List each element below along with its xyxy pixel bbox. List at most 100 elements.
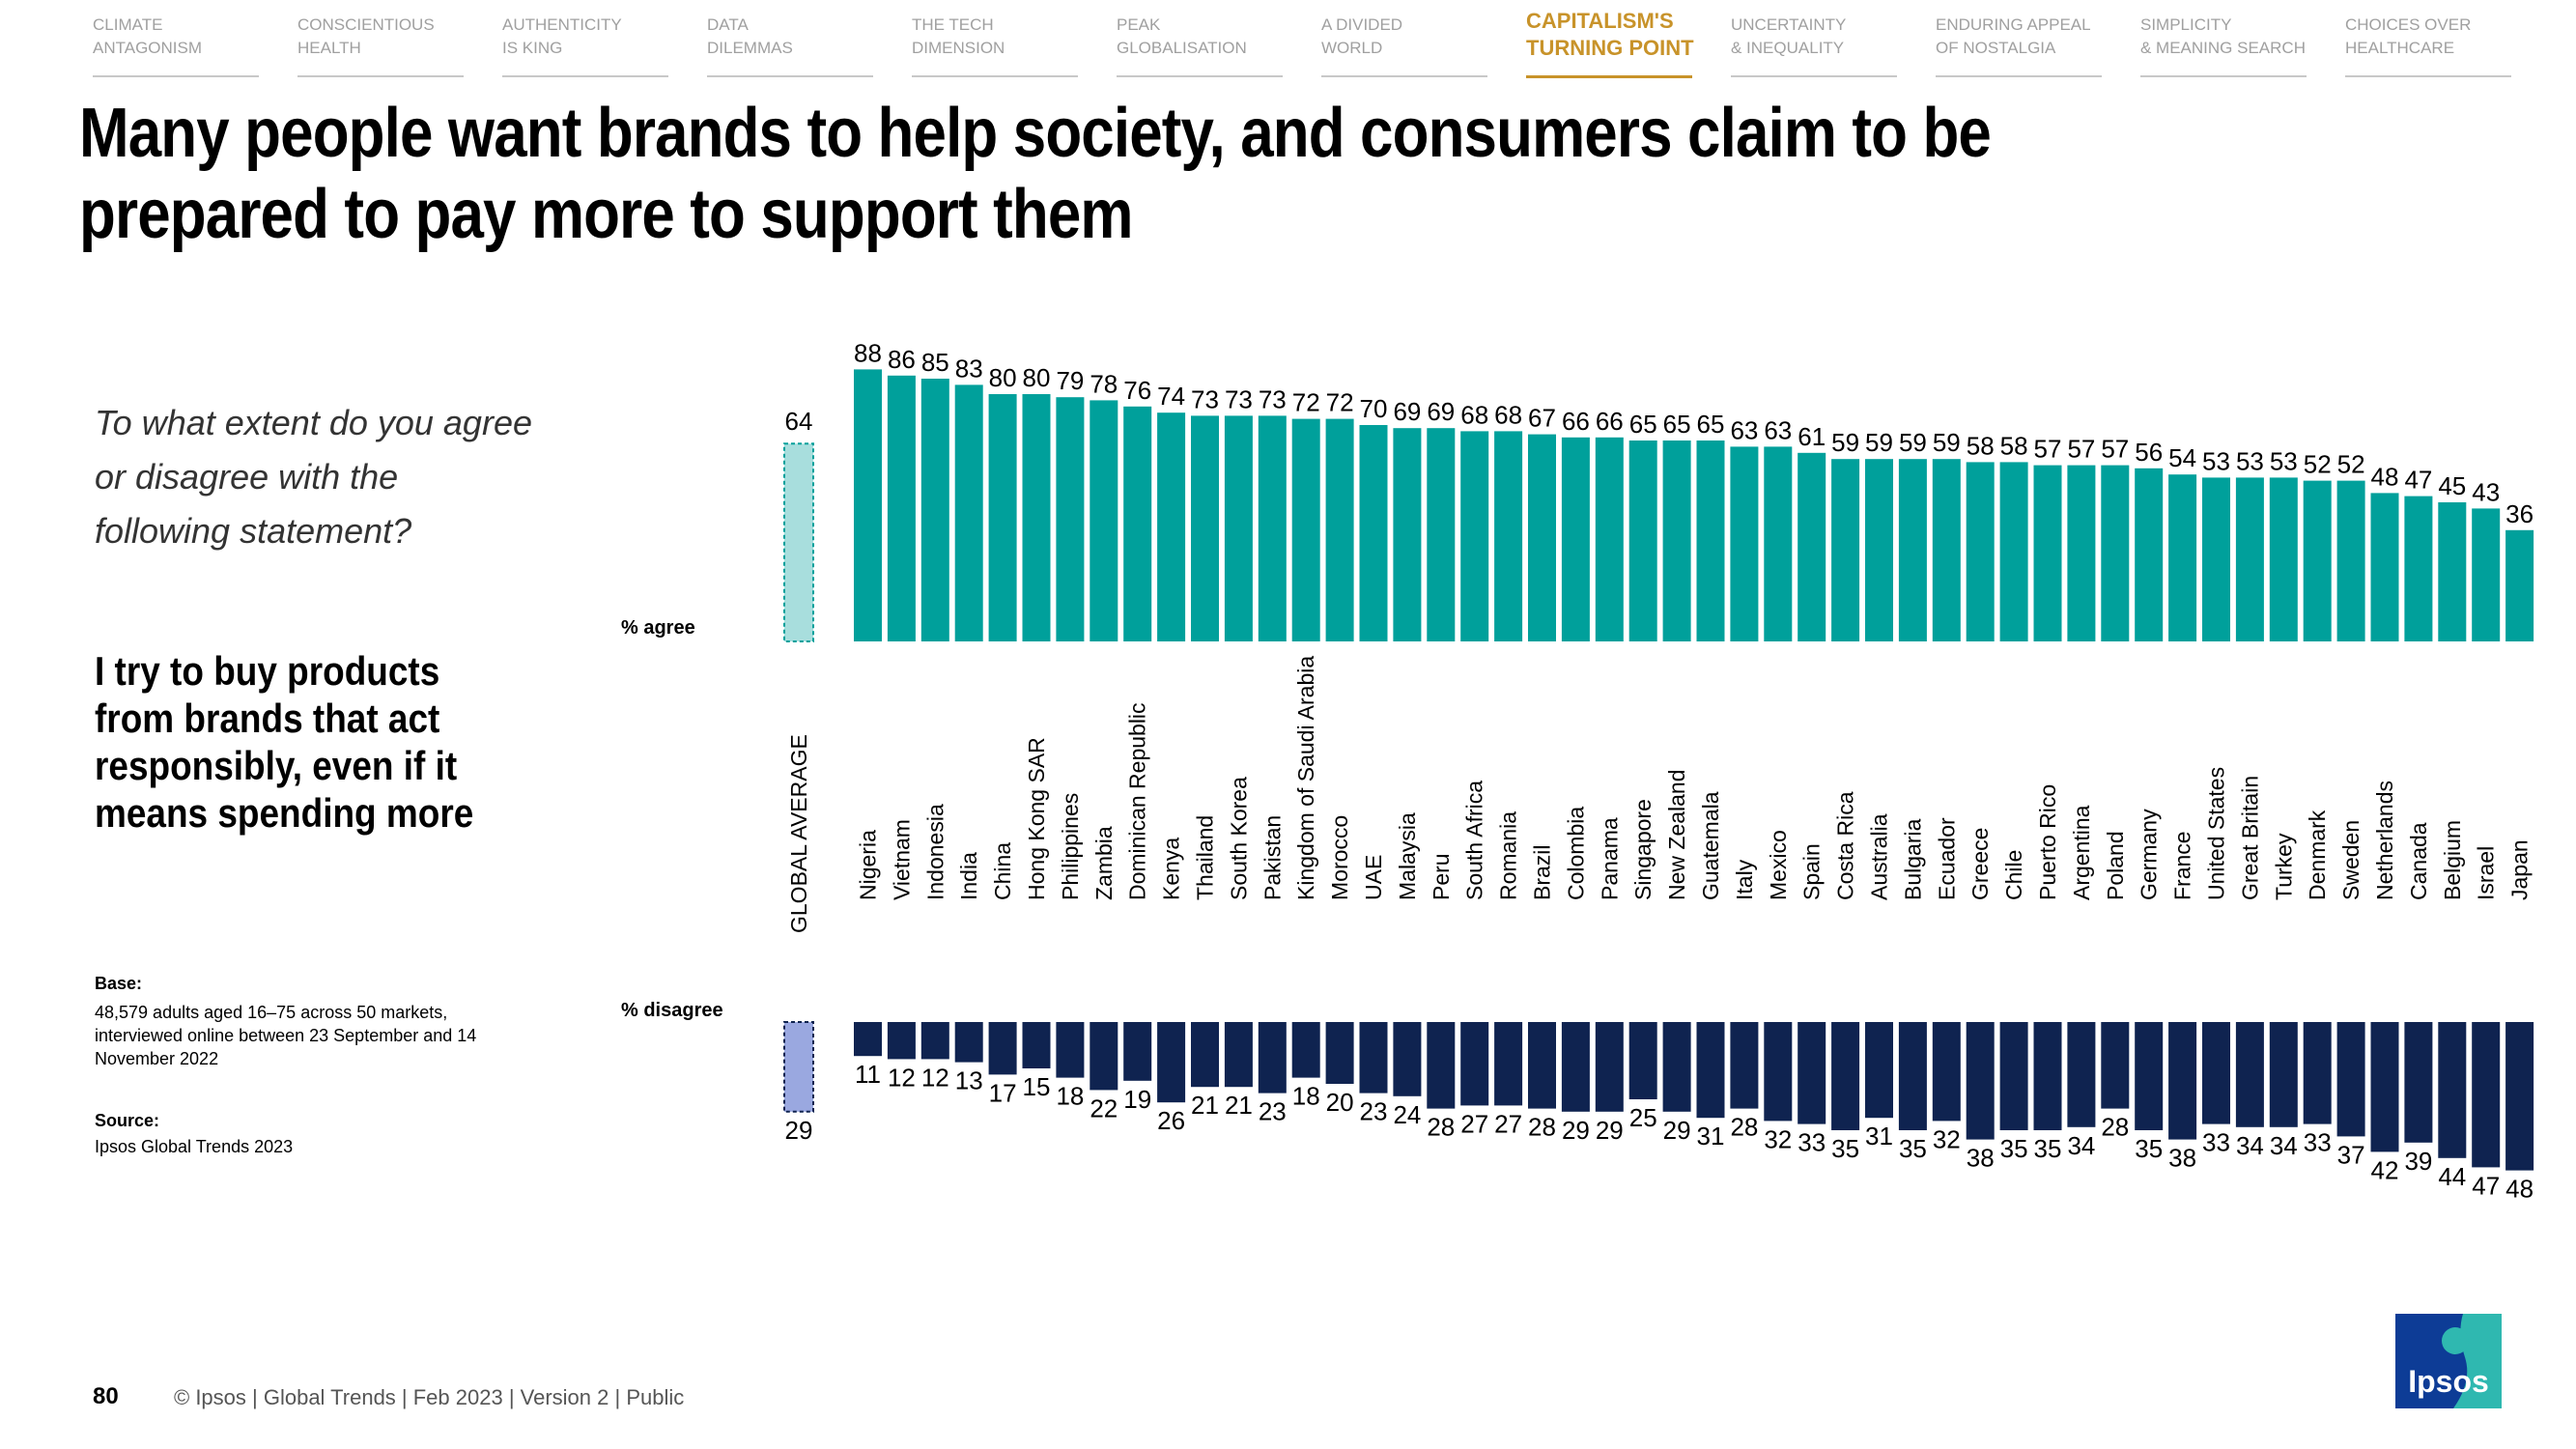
agree-bar (1191, 415, 1219, 641)
agree-bar (1662, 440, 1691, 641)
country-label: Puerto Rico (2035, 784, 2060, 900)
disagree-value-label: 42 (2371, 1155, 2399, 1184)
disagree-bar (854, 1022, 882, 1057)
nav-tab-4[interactable]: THE TECH DIMENSION (912, 14, 1078, 77)
nav-tab-line2: OF NOSTALGIA (1936, 39, 2056, 57)
nav-tab-2[interactable]: AUTHENTICITY IS KING (502, 14, 668, 77)
agree-value-label: 74 (1157, 382, 1185, 411)
disagree-value-label: 35 (2034, 1134, 2062, 1163)
nav-tab-line1: SIMPLICITY (2140, 15, 2232, 34)
country-label: Indonesia (922, 804, 948, 900)
agree-bar (1258, 415, 1287, 641)
disagree-value-label: 19 (1123, 1085, 1151, 1114)
disagree-value-label: 26 (1157, 1106, 1185, 1135)
country-label: UAE (1361, 855, 1386, 900)
agree-value-label: 66 (1596, 407, 1624, 436)
disagree-bar (1696, 1022, 1725, 1119)
disagree-bar (1460, 1022, 1489, 1106)
disagree-bar (2101, 1022, 2130, 1109)
country-label: South Africa (1462, 781, 1487, 900)
disagree-bar (1022, 1022, 1051, 1068)
agree-value-label: 59 (1865, 428, 1893, 457)
agree-value-label: 69 (1393, 397, 1421, 426)
nav-tab-3[interactable]: DATA DILEMMAS (707, 14, 873, 77)
disagree-value-label: 31 (1865, 1122, 1893, 1151)
agree-bar (1999, 462, 2028, 641)
country-label: Brazil (1530, 844, 1555, 900)
agree-bar (1393, 428, 1422, 641)
nav-tab-9[interactable]: ENDURING APPEAL OF NOSTALGIA (1936, 14, 2102, 77)
nav-tab-line1: UNCERTAINTY (1731, 15, 1847, 34)
disagree-value-label: 28 (1427, 1113, 1455, 1142)
disagree-value-label: 44 (2438, 1162, 2466, 1191)
disagree-axis-label: % disagree (621, 1000, 723, 1021)
country-label: Mexico (1766, 830, 1791, 900)
disagree-value-label: 29 (1596, 1116, 1624, 1145)
country-label: Zambia (1091, 826, 1117, 900)
agree-bar (1157, 412, 1186, 641)
disagree-bar (2269, 1022, 2298, 1127)
disagree-value-label: 29 (1562, 1116, 1590, 1145)
disagree-value-label: 13 (955, 1066, 983, 1095)
agree-bar (1325, 418, 1354, 641)
nav-tab-line2: HEALTH (297, 39, 361, 57)
disagree-bar (1090, 1022, 1118, 1091)
nav-tab-5[interactable]: PEAK GLOBALISATION (1117, 14, 1283, 77)
disagree-bar (1561, 1022, 1590, 1112)
nav-tab-line1: THE TECH (912, 15, 994, 34)
disagree-value-label: 18 (1056, 1082, 1084, 1111)
agree-value-label: 67 (1528, 404, 1556, 433)
disagree-bar (1932, 1022, 1961, 1122)
nav-tab-0[interactable]: CLIMATE ANTAGONISM (93, 14, 259, 77)
country-label: Colombia (1563, 807, 1588, 900)
disagree-bar (1258, 1022, 1287, 1094)
disagree-bar (2505, 1022, 2534, 1171)
ipsos-logo (2395, 1314, 2502, 1408)
disagree-bar (2033, 1022, 2062, 1130)
country-label: Australia (1867, 813, 1892, 900)
agree-value-label: 73 (1259, 384, 1287, 413)
country-label: France (2170, 831, 2195, 900)
country-label: Kenya (1159, 838, 1184, 900)
nav-tab-line2: TURNING POINT (1526, 36, 1694, 60)
agree-value-label: 68 (1460, 400, 1488, 429)
disagree-value-label: 23 (1360, 1097, 1388, 1126)
disagree-bar (1291, 1022, 1320, 1078)
country-label: Morocco (1327, 815, 1352, 900)
footer-text: © Ipsos | Global Trends | Feb 2023 | Ver… (174, 1385, 685, 1409)
country-label: Kingdom of Saudi Arabia (1293, 656, 1318, 900)
agree-bar (1966, 462, 1995, 641)
disagree-bar (1628, 1022, 1657, 1099)
agree-axis-label: % agree (621, 617, 695, 639)
disagree-bar (2438, 1022, 2467, 1158)
disagree-value-label: 34 (2270, 1131, 2298, 1160)
nav-tab-7[interactable]: CAPITALISM'S TURNING POINT (1526, 8, 1694, 78)
nav-tab-6[interactable]: A DIVIDED WORLD (1321, 14, 1487, 77)
agree-bar (1898, 459, 1927, 641)
agree-bar (2505, 529, 2534, 641)
agree-bar (1494, 431, 1523, 641)
disagree-value-label: 35 (1899, 1134, 1927, 1163)
disagree-bar (920, 1022, 949, 1060)
disagree-bar (954, 1022, 983, 1063)
agree-value-label: 47 (2404, 466, 2432, 495)
disagree-value-label: 48 (2505, 1175, 2534, 1204)
agree-bar (1359, 425, 1388, 641)
survey-statement: I try to buy products from brands that a… (95, 648, 474, 836)
agree-bar (2438, 502, 2467, 641)
nav-tab-8[interactable]: UNCERTAINTY & INEQUALITY (1731, 14, 1897, 77)
disagree-value-label: 22 (1090, 1094, 1118, 1122)
agree-bar (1764, 446, 1793, 641)
agree-value-label: 83 (955, 354, 983, 383)
country-label: Ecuador (1934, 817, 1959, 900)
nav-tab-10[interactable]: SIMPLICITY & MEANING SEARCH (2140, 14, 2307, 77)
nav-tab-11[interactable]: CHOICES OVER HEALTHCARE (2345, 14, 2511, 77)
country-label: Bulgaria (1900, 818, 1925, 900)
disagree-bar (1325, 1022, 1354, 1084)
country-label: Philippines (1058, 793, 1083, 900)
nav-tab-1[interactable]: CONSCIENTIOUS HEALTH (297, 14, 464, 77)
disagree-value-label: 32 (1764, 1124, 1792, 1153)
disagree-value-label: 21 (1191, 1091, 1219, 1120)
nav-tab-line2: GLOBALISATION (1117, 39, 1247, 57)
source-text: Ipsos Global Trends 2023 (95, 1137, 294, 1156)
